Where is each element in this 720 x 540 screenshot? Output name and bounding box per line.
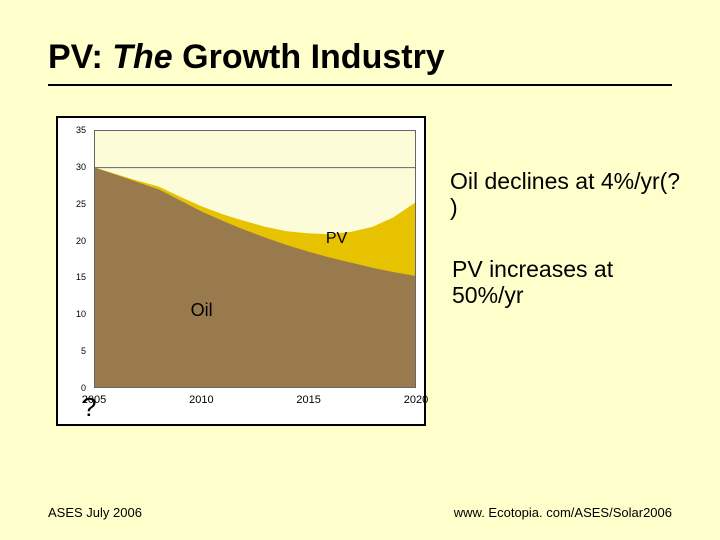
y-tick: 35 xyxy=(76,125,86,135)
x-tick: 2020 xyxy=(404,394,428,406)
oil-label: Oil xyxy=(191,300,213,321)
title-pre: PV: xyxy=(48,38,112,76)
y-tick: 25 xyxy=(76,199,86,209)
y-tick: 20 xyxy=(76,236,86,246)
annotation-oil-decline: Oil declines at 4%/yr(? ) xyxy=(450,168,690,221)
y-tick: 30 xyxy=(76,162,86,172)
title-rule xyxy=(48,84,672,86)
chart-plot-area xyxy=(94,130,416,388)
footer-left: ASES July 2006 xyxy=(48,505,142,520)
pv-label: PV xyxy=(326,230,347,248)
y-tick: 15 xyxy=(76,272,86,282)
question-mark: ? xyxy=(82,392,96,423)
x-tick: 2010 xyxy=(189,394,213,406)
y-tick: 10 xyxy=(76,309,86,319)
chart-container: 051015202530352005201020152020OilPV xyxy=(56,116,426,426)
chart-svg xyxy=(95,131,415,387)
footer-right: www. Ecotopia. com/ASES/Solar2006 xyxy=(454,505,672,520)
title-post: Growth Industry xyxy=(173,38,445,76)
x-tick: 2015 xyxy=(296,394,320,406)
y-tick: 5 xyxy=(81,346,86,356)
annotation-pv-increase: PV increases at 50%/yr xyxy=(450,256,690,309)
title-italic: The xyxy=(112,38,172,76)
page-title: PV: The Growth Industry xyxy=(48,38,445,77)
